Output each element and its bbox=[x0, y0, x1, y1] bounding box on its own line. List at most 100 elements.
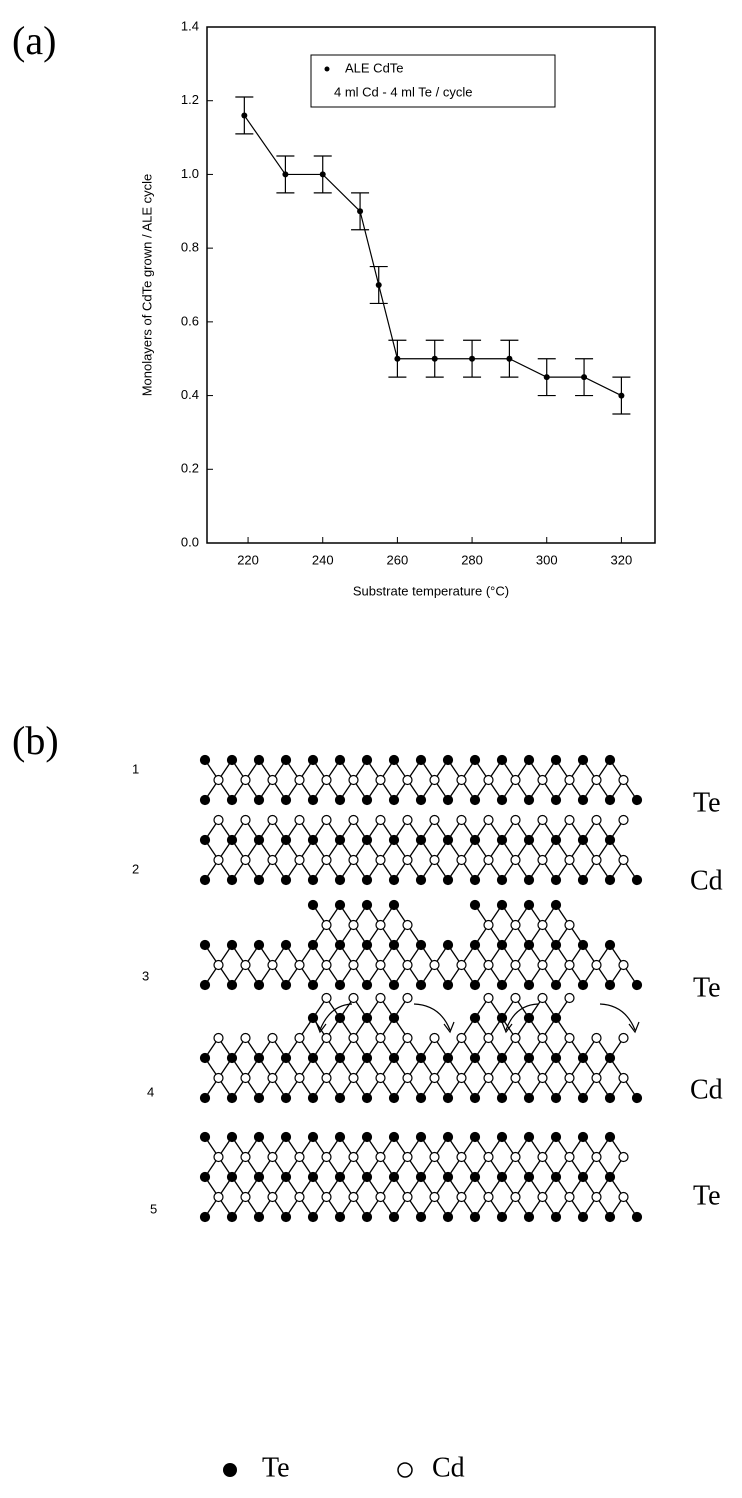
atom-cd bbox=[483, 1032, 494, 1044]
y-axis-label: Monolayers of CdTe grown / ALE cycle bbox=[139, 174, 154, 397]
x-axis-label: Substrate temperature (°C) bbox=[353, 583, 509, 598]
atom-te bbox=[496, 979, 508, 991]
atom-cd bbox=[213, 1151, 224, 1163]
atom-cd bbox=[267, 959, 278, 971]
atom-te bbox=[334, 979, 346, 991]
atom-te bbox=[280, 834, 292, 846]
atom-cd bbox=[456, 1072, 467, 1084]
curve bbox=[243, 115, 622, 397]
atom-cd bbox=[267, 1032, 278, 1044]
x-tick-label: 280 bbox=[461, 552, 483, 567]
atom-te bbox=[442, 754, 454, 766]
atom-te bbox=[442, 834, 454, 846]
atom-te bbox=[307, 979, 319, 991]
atom-te bbox=[361, 1092, 373, 1104]
atom-te bbox=[388, 1092, 400, 1104]
atom-te bbox=[631, 794, 643, 806]
atom-te bbox=[442, 939, 454, 951]
atom-te bbox=[604, 874, 616, 886]
atom-cd bbox=[240, 1191, 251, 1203]
atom-cd bbox=[213, 959, 224, 971]
atom-te bbox=[307, 1171, 319, 1183]
atom-te bbox=[361, 1012, 373, 1024]
atom-te bbox=[415, 874, 427, 886]
atom-te bbox=[253, 874, 265, 886]
atom-te bbox=[334, 874, 346, 886]
atom-cd bbox=[375, 959, 386, 971]
atom-cd bbox=[456, 1032, 467, 1044]
atom-cd bbox=[537, 1032, 548, 1044]
atom-te bbox=[442, 874, 454, 886]
point bbox=[357, 208, 364, 215]
atom-te bbox=[523, 834, 535, 846]
atom-cd bbox=[321, 1032, 332, 1044]
y-tick-label: 0.2 bbox=[181, 461, 199, 476]
atom-cd bbox=[348, 992, 359, 1004]
y-tick-label: 0.0 bbox=[181, 534, 199, 549]
atom-te bbox=[550, 834, 562, 846]
atom-te bbox=[550, 1052, 562, 1064]
atom-cd bbox=[402, 814, 413, 826]
atom-cd bbox=[429, 774, 440, 786]
atom-cd bbox=[321, 1191, 332, 1203]
atom-te bbox=[550, 1012, 562, 1024]
atom-te bbox=[307, 1092, 319, 1104]
atom-te bbox=[388, 1131, 400, 1143]
panel-label: (b) bbox=[12, 718, 59, 763]
atom-te bbox=[604, 979, 616, 991]
atom-cd bbox=[348, 959, 359, 971]
row-number: 1 bbox=[132, 761, 139, 776]
atom-te bbox=[280, 754, 292, 766]
atom-te bbox=[253, 979, 265, 991]
atom-te bbox=[280, 1211, 292, 1223]
atom-cd bbox=[591, 1151, 602, 1163]
legend-label: Cd bbox=[432, 1452, 465, 1483]
layer-label: Te bbox=[693, 1180, 721, 1211]
atom-cd bbox=[375, 992, 386, 1004]
atom-cd bbox=[402, 992, 413, 1004]
atom-te bbox=[199, 754, 211, 766]
atom-te bbox=[550, 1211, 562, 1223]
lattice-row bbox=[199, 754, 643, 806]
x-tick-label: 260 bbox=[387, 552, 409, 567]
atom-cd bbox=[537, 959, 548, 971]
atom-cd bbox=[321, 992, 332, 1004]
atom-te bbox=[226, 939, 238, 951]
atom-te bbox=[415, 1052, 427, 1064]
atom-cd bbox=[240, 814, 251, 826]
atom-cd bbox=[456, 959, 467, 971]
atom-cd bbox=[483, 959, 494, 971]
atom-te bbox=[577, 834, 589, 846]
atom-cd bbox=[510, 814, 521, 826]
atom-te bbox=[631, 874, 643, 886]
atom-te bbox=[280, 939, 292, 951]
atom-te bbox=[442, 1211, 454, 1223]
atom-cd bbox=[267, 1151, 278, 1163]
atom-te bbox=[307, 1052, 319, 1064]
atom-cd bbox=[618, 1072, 629, 1084]
atom-cd bbox=[348, 814, 359, 826]
atom-te bbox=[496, 1131, 508, 1143]
atom-cd bbox=[267, 774, 278, 786]
atom-te bbox=[577, 874, 589, 886]
atom-te bbox=[496, 1171, 508, 1183]
atom-te bbox=[469, 1012, 481, 1024]
atom-te bbox=[604, 754, 616, 766]
atom-te bbox=[577, 1092, 589, 1104]
atom-te bbox=[523, 1092, 535, 1104]
atom-cd bbox=[456, 814, 467, 826]
atom-cd bbox=[510, 1072, 521, 1084]
atom-cd bbox=[510, 1032, 521, 1044]
atom-cd bbox=[213, 814, 224, 826]
atom-te bbox=[334, 899, 346, 911]
arrows bbox=[315, 1003, 640, 1034]
legend-marker bbox=[324, 66, 330, 72]
atom-te bbox=[496, 899, 508, 911]
y-tick-label: 0.6 bbox=[181, 313, 199, 328]
atom-te bbox=[226, 1131, 238, 1143]
row-number: 2 bbox=[132, 861, 139, 876]
atom-cd bbox=[564, 919, 575, 931]
atom-te bbox=[577, 794, 589, 806]
atom-te bbox=[496, 1052, 508, 1064]
atom-te bbox=[361, 1052, 373, 1064]
